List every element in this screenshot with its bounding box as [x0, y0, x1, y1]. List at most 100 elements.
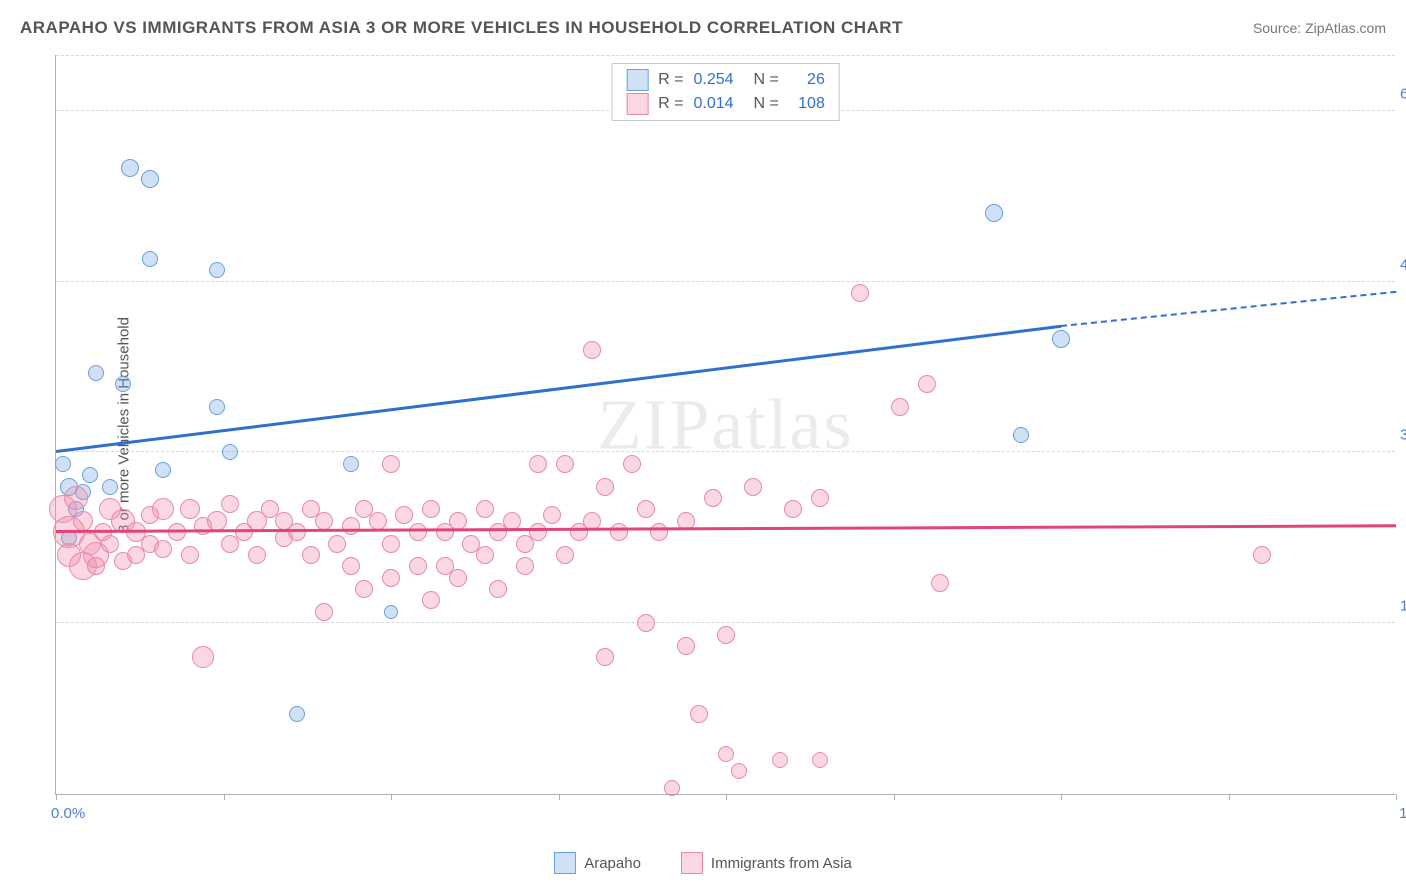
data-point	[248, 546, 266, 564]
data-point	[931, 574, 949, 592]
data-point	[409, 523, 427, 541]
data-point	[102, 479, 118, 495]
data-point	[664, 780, 680, 796]
data-point	[302, 546, 320, 564]
trend-line	[56, 325, 1061, 453]
data-point	[596, 478, 614, 496]
data-point	[851, 284, 869, 302]
data-point	[516, 557, 534, 575]
source-link[interactable]: ZipAtlas.com	[1305, 20, 1386, 36]
x-tick-mark	[1061, 794, 1062, 800]
data-point	[73, 511, 93, 531]
watermark: ZIPatlas	[598, 383, 854, 466]
y-tick-label: 15.0%	[1400, 598, 1406, 615]
data-point	[382, 569, 400, 587]
data-point	[677, 637, 695, 655]
x-axis-min-label: 0.0%	[51, 805, 85, 822]
data-point	[690, 705, 708, 723]
trend-line-extrapolated	[1061, 291, 1396, 327]
data-point	[142, 251, 158, 267]
data-point	[328, 535, 346, 553]
data-point	[1253, 546, 1271, 564]
data-point	[288, 523, 306, 541]
data-point	[154, 540, 172, 558]
data-point	[121, 159, 139, 177]
data-point	[422, 591, 440, 609]
data-point	[64, 486, 88, 510]
legend-label: Immigrants from Asia	[711, 855, 852, 872]
data-point	[382, 535, 400, 553]
gridline	[56, 281, 1395, 282]
r-label: R =	[658, 71, 683, 89]
source-attribution: Source: ZipAtlas.com	[1253, 20, 1386, 36]
data-point	[87, 557, 105, 575]
data-point	[82, 467, 98, 483]
data-point	[342, 517, 360, 535]
n-label: N =	[754, 95, 779, 113]
data-point	[384, 605, 398, 619]
x-tick-mark	[1396, 794, 1397, 800]
legend-label: Arapaho	[584, 855, 641, 872]
x-axis-max-label: 100.0%	[1399, 805, 1406, 822]
data-point	[610, 523, 628, 541]
data-point	[812, 752, 828, 768]
y-axis-title: 3 or more Vehicles in Household	[115, 317, 132, 533]
data-point	[449, 512, 467, 530]
data-point	[623, 455, 641, 473]
data-point	[1052, 330, 1070, 348]
data-point	[529, 523, 547, 541]
data-point	[744, 478, 762, 496]
data-point	[207, 511, 227, 531]
data-point	[181, 546, 199, 564]
n-value: 108	[789, 95, 825, 113]
data-point	[650, 523, 668, 541]
r-value: 0.014	[694, 95, 744, 113]
x-tick-mark	[559, 794, 560, 800]
data-point	[141, 170, 159, 188]
data-point	[637, 500, 655, 518]
legend-swatch	[554, 852, 576, 874]
data-point	[222, 444, 238, 460]
data-point	[449, 569, 467, 587]
data-point	[343, 456, 359, 472]
data-point	[543, 506, 561, 524]
data-point	[315, 603, 333, 621]
data-point	[637, 614, 655, 632]
x-tick-mark	[894, 794, 895, 800]
x-tick-mark	[391, 794, 392, 800]
legend-swatch	[626, 93, 648, 115]
data-point	[115, 376, 131, 392]
n-value: 26	[789, 71, 825, 89]
data-point	[369, 512, 387, 530]
series-legend: Arapaho Immigrants from Asia	[0, 852, 1406, 874]
x-tick-mark	[224, 794, 225, 800]
data-point	[583, 341, 601, 359]
gridline	[56, 55, 1395, 56]
data-point	[422, 500, 440, 518]
legend-item: Arapaho	[554, 852, 641, 874]
legend-stat-row: R = 0.014 N = 108	[626, 92, 825, 116]
source-prefix: Source:	[1253, 20, 1305, 36]
data-point	[55, 456, 71, 472]
y-tick-label: 45.0%	[1400, 256, 1406, 273]
data-point	[784, 500, 802, 518]
data-point	[409, 557, 427, 575]
data-point	[811, 489, 829, 507]
data-point	[918, 375, 936, 393]
data-point	[101, 535, 119, 553]
y-tick-label: 60.0%	[1400, 85, 1406, 102]
data-point	[382, 455, 400, 473]
data-point	[342, 557, 360, 575]
data-point	[717, 626, 735, 644]
data-point	[556, 455, 574, 473]
data-point	[355, 580, 373, 598]
r-label: R =	[658, 95, 683, 113]
data-point	[315, 512, 333, 530]
data-point	[209, 262, 225, 278]
data-point	[155, 462, 171, 478]
x-tick-mark	[726, 794, 727, 800]
data-point	[731, 763, 747, 779]
data-point	[489, 580, 507, 598]
legend-item: Immigrants from Asia	[681, 852, 852, 874]
data-point	[596, 648, 614, 666]
